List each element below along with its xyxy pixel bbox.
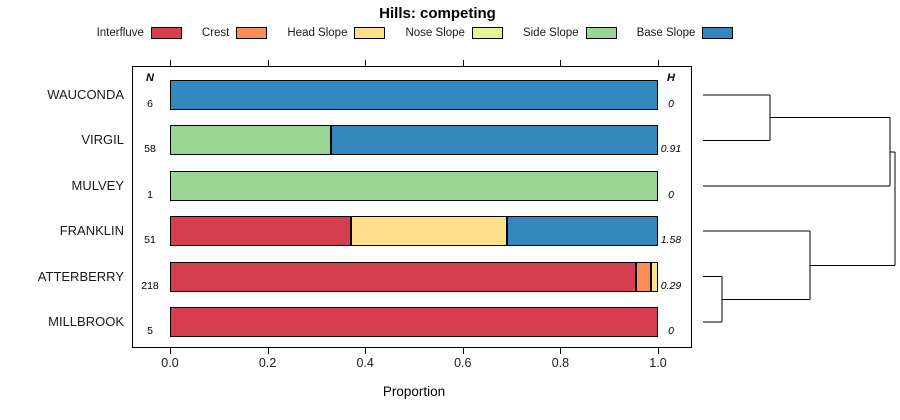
chart-title: Hills: competing xyxy=(379,5,496,22)
legend-swatch-nose-slope xyxy=(471,27,503,39)
x-axis-tick xyxy=(267,348,269,354)
x-axis-tick-label: 0.6 xyxy=(454,356,472,370)
x-axis-tick-label: 0.4 xyxy=(356,356,374,370)
y-axis-label-wauconda: WAUCONDA xyxy=(47,87,124,102)
h-value-mulvey: 0 xyxy=(668,188,674,201)
x-axis-tick-label: 1.0 xyxy=(649,356,667,370)
y-axis-label-virgil: VIRGIL xyxy=(81,132,124,148)
x-axis-tick xyxy=(658,348,659,354)
bar-segment-atterberry-head-slope xyxy=(650,261,658,292)
legend-label-nose-slope: Nose Slope xyxy=(405,27,465,39)
y-axis-label-mulvey: MULVEY xyxy=(71,177,125,193)
h-column-header: H xyxy=(667,72,675,84)
x-axis-tick xyxy=(365,348,367,354)
n-value-virgil: 58 xyxy=(144,143,156,156)
legend-swatch-head-slope xyxy=(354,27,386,39)
y-axis-label-atterberry: ATTERBERRY xyxy=(37,268,124,284)
x-axis-tick xyxy=(462,348,464,354)
legend: Interfluve Crest Head Slope Nose Slope Side … xyxy=(0,27,830,39)
legend-item-interfluve: Interfluve xyxy=(97,27,182,39)
bar-segment-franklin-base-slope xyxy=(506,216,658,247)
legend-item-head-slope: Head Slope xyxy=(287,27,386,39)
n-value-franklin: 51 xyxy=(144,234,156,247)
x-axis-tick xyxy=(658,60,659,66)
legend-label-head-slope: Head Slope xyxy=(287,27,348,39)
bar-segment-franklin-head-slope xyxy=(350,216,507,247)
plot-area xyxy=(132,66,692,348)
x-axis-tick-label: 0.0 xyxy=(161,356,179,370)
x-axis-tick xyxy=(560,60,562,66)
x-axis-tick xyxy=(560,348,562,354)
bar-segment-atterberry-interfluve xyxy=(170,261,637,292)
y-axis-label-millbrook: MILLBROOK xyxy=(48,314,124,329)
legend-item-side-slope: Side Slope xyxy=(523,27,617,39)
x-axis-tick xyxy=(462,60,464,66)
bar-segment-virgil-side-slope xyxy=(170,125,332,156)
legend-swatch-side-slope xyxy=(585,27,617,39)
x-axis-tick-label: 0.8 xyxy=(551,356,570,370)
n-value-atterberry: 218 xyxy=(141,279,159,292)
n-column-header: N xyxy=(146,72,154,84)
bar-segment-virgil-base-slope xyxy=(331,125,658,156)
legend-item-crest: Crest xyxy=(201,27,268,39)
n-value-wauconda: 6 xyxy=(147,98,153,110)
bar-segment-millbrook-interfluve xyxy=(170,307,658,337)
bar-segment-mulvey-side-slope xyxy=(170,170,658,201)
x-axis-title: Proportion xyxy=(382,384,446,399)
legend-item-nose-slope: Nose Slope xyxy=(405,27,503,39)
legend-label-interfluve: Interfluve xyxy=(96,27,144,39)
legend-swatch-interfluve xyxy=(150,27,182,39)
legend-label-base-slope: Base Slope xyxy=(636,27,696,39)
h-value-virgil: 0.91 xyxy=(660,143,682,156)
x-axis-tick xyxy=(365,60,367,66)
h-value-wauconda: 0 xyxy=(668,98,674,110)
n-value-mulvey: 1 xyxy=(147,188,153,201)
h-value-millbrook: 0 xyxy=(668,325,674,337)
bar-segment-atterberry-crest xyxy=(636,261,651,292)
bar-segment-franklin-interfluve xyxy=(170,216,351,247)
legend-item-base-slope: Base Slope xyxy=(637,27,734,39)
x-axis-tick-label: 0.2 xyxy=(258,356,277,370)
legend-swatch-crest xyxy=(236,27,268,39)
n-value-millbrook: 5 xyxy=(147,325,153,337)
legend-label-side-slope: Side Slope xyxy=(522,27,579,39)
x-axis-tick xyxy=(170,348,171,354)
x-axis-tick xyxy=(267,60,269,66)
legend-label-crest: Crest xyxy=(201,27,230,39)
x-axis-tick xyxy=(170,60,171,66)
h-value-franklin: 1.58 xyxy=(660,234,682,247)
y-axis-label-franklin: FRANKLIN xyxy=(59,223,124,239)
legend-swatch-base-slope xyxy=(702,27,734,39)
h-value-atterberry: 0.29 xyxy=(660,279,682,292)
bar-segment-wauconda-base-slope xyxy=(170,80,658,110)
